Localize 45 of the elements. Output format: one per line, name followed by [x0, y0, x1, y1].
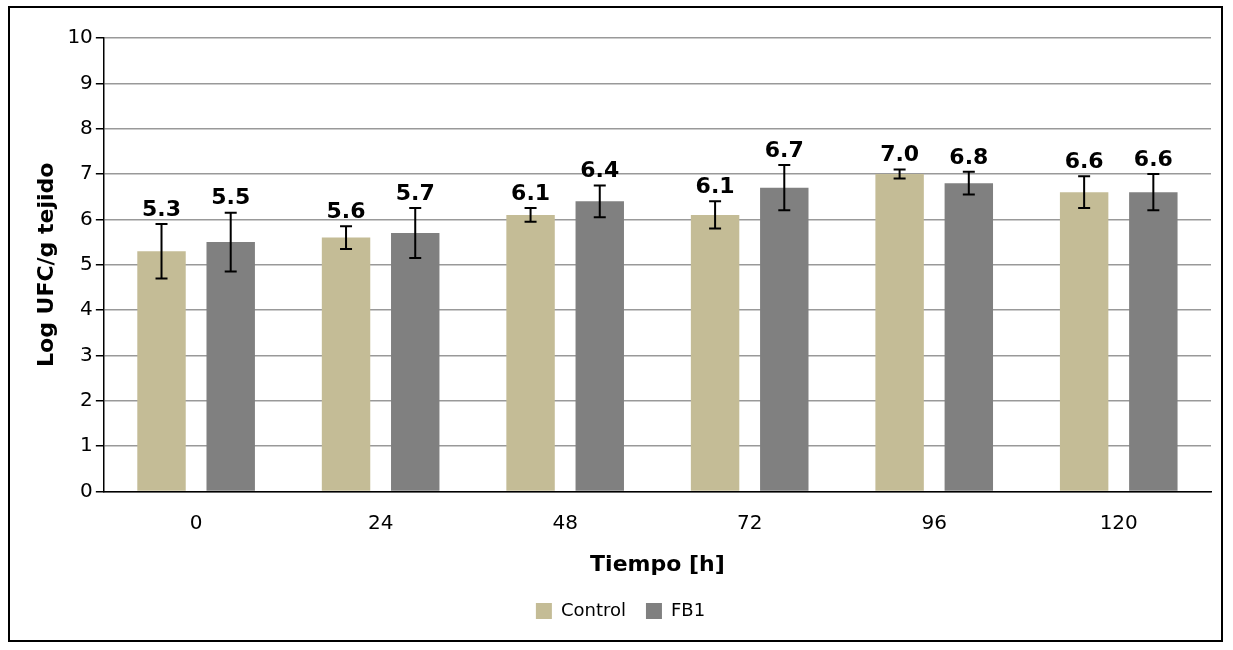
x-tick-label: 48	[552, 509, 578, 534]
y-tick-label: 8	[80, 114, 93, 139]
y-tick-label: 6	[80, 205, 93, 230]
bar	[575, 201, 624, 491]
bar	[137, 251, 186, 491]
bar	[690, 214, 740, 491]
bar	[944, 183, 994, 491]
bar	[875, 174, 924, 491]
data-label: 6.4	[580, 157, 620, 183]
data-label: 5.7	[395, 179, 435, 205]
y-tick-label: 10	[67, 24, 93, 49]
bar	[206, 242, 255, 491]
x-tick-label: 72	[736, 509, 763, 534]
y-tick-label: 5	[80, 251, 93, 275]
data-label: 5.6	[326, 197, 366, 223]
x-tick-label: 24	[367, 509, 394, 534]
data-label: 6.8	[949, 143, 989, 169]
y-axis-title: Log UFC/g tejido	[32, 162, 58, 367]
y-tick-label: 0	[80, 477, 93, 502]
legend-label: Control	[560, 598, 626, 620]
data-label: 6.1	[695, 173, 735, 199]
x-tick-label: 96	[921, 509, 947, 534]
y-tick-label: 3	[80, 341, 93, 366]
bar	[1059, 192, 1109, 491]
legend-label: FB1	[670, 598, 706, 620]
bar	[321, 237, 371, 491]
x-tick-label: 120	[1099, 509, 1138, 534]
bar	[391, 233, 440, 491]
y-tick-label: 7	[80, 160, 93, 185]
data-label: 6.6	[1133, 145, 1173, 171]
data-label: 7.0	[880, 141, 920, 167]
x-axis-title: Tiempo [h]	[590, 550, 725, 576]
data-label: 6.6	[1064, 148, 1104, 174]
y-tick-label: 9	[80, 69, 93, 94]
bar	[1129, 192, 1178, 491]
bar	[760, 187, 809, 491]
data-label: 5.5	[211, 184, 251, 210]
y-tick-label: 1	[80, 432, 93, 457]
bar	[506, 214, 555, 491]
data-label: 5.3	[142, 195, 182, 221]
x-tick-label: 0	[189, 509, 203, 534]
data-label: 6.7	[764, 136, 804, 162]
y-tick-label: 4	[80, 296, 93, 321]
y-tick-label: 2	[80, 387, 93, 412]
data-label: 6.1	[511, 179, 551, 205]
